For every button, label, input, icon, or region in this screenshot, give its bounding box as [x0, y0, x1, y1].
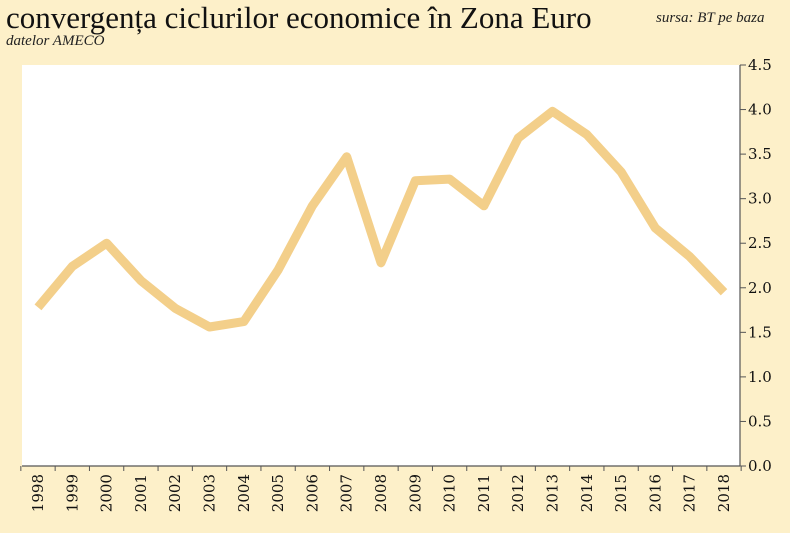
y-tick-label: 3.0 [748, 190, 772, 208]
y-tick-label: 2.0 [748, 279, 772, 297]
y-tick-label: 4.5 [748, 56, 772, 74]
x-tick-label: 2004 [235, 474, 253, 512]
y-tick-label: 1.0 [748, 368, 772, 386]
source-note-line2: datelor AMECO [6, 33, 105, 49]
x-tick-label: 2016 [646, 474, 664, 512]
x-axis-ticks: 1998 1999 2000 2001 2002 2003 2004 2005 2006 2007… [20, 466, 742, 512]
chart-title: convergența ciclurilor economice în Zona… [6, 0, 592, 35]
x-tick-label: 2000 [98, 474, 116, 512]
x-tick-label: 2017 [681, 474, 699, 512]
series-layer [34, 106, 728, 332]
axes [22, 65, 741, 467]
x-tick-label: 2014 [578, 474, 596, 512]
x-tick-label: 1998 [29, 474, 47, 512]
y-axis-ticks: 0.0 0.5 1.0 1.5 2.0 2.5 3.0 3.5 4.0 4.5 [740, 56, 772, 475]
x-tick-label: 2010 [441, 474, 459, 512]
x-tick-label: 2012 [509, 474, 527, 512]
y-tick-label: 1.5 [748, 323, 772, 341]
x-tick-label: 2001 [132, 474, 150, 512]
x-tick-label: 2009 [406, 474, 424, 512]
x-tick-label: 2005 [269, 474, 287, 512]
x-tick-label: 2007 [338, 474, 356, 512]
x-tick-label: 2011 [475, 474, 493, 512]
x-tick-label: 2015 [612, 474, 630, 512]
x-tick-label: 2018 [715, 474, 733, 512]
y-tick-label: 3.5 [748, 145, 772, 163]
y-tick-label: 2.5 [748, 234, 772, 252]
x-tick-label: 2013 [544, 474, 562, 512]
source-note-line1: sursa: BT pe baza [656, 10, 765, 26]
y-tick-label: 0.0 [748, 457, 772, 475]
x-tick-label: 2008 [372, 474, 390, 512]
x-tick-label: 2003 [201, 474, 219, 512]
y-tick-label: 4.0 [748, 101, 772, 119]
x-tick-label: 1999 [63, 474, 81, 512]
x-tick-label: 2002 [166, 474, 184, 512]
series-line [34, 106, 728, 332]
y-tick-label: 0.5 [748, 412, 772, 430]
x-tick-label: 2006 [303, 474, 321, 512]
